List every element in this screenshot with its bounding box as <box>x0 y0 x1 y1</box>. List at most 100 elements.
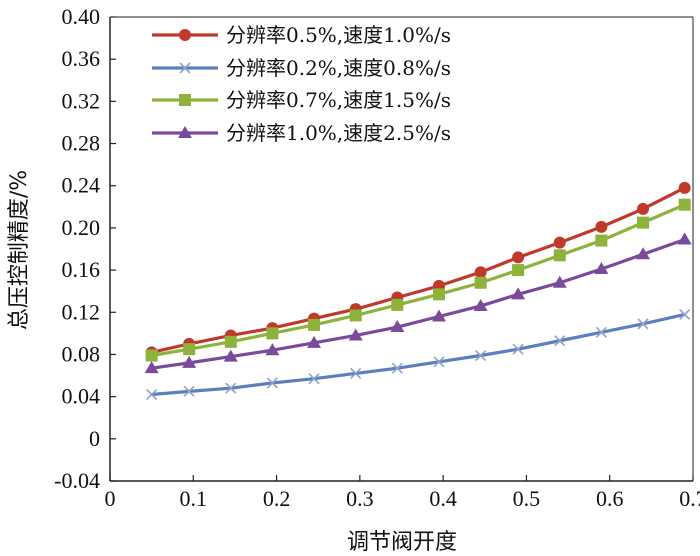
x-marker-stroke <box>350 367 362 380</box>
data-point <box>678 198 691 211</box>
data-point <box>144 361 159 374</box>
y-tick-label: 0.40 <box>62 4 101 29</box>
data-point <box>390 320 405 333</box>
series-line <box>151 186 686 354</box>
data-point <box>678 181 691 194</box>
series-line <box>151 203 686 358</box>
legend-label: 分辨率1.0%,速度2.5%/s <box>226 121 451 145</box>
data-point <box>146 388 158 401</box>
data-point <box>183 385 195 397</box>
x-marker-stroke <box>637 318 649 330</box>
x-marker-stroke <box>512 343 524 355</box>
x-marker-stroke <box>146 388 158 401</box>
series-line <box>151 238 686 370</box>
series-line <box>151 312 686 397</box>
data-point <box>431 309 446 322</box>
data-point <box>474 266 487 279</box>
data-point <box>266 377 278 389</box>
data-point <box>433 356 445 368</box>
series-3 <box>145 198 691 362</box>
data-point <box>553 236 566 249</box>
legend-label: 分辨率0.2%,速度0.8%/s <box>226 56 451 80</box>
x-marker-stroke <box>266 377 278 389</box>
legend-marker <box>178 126 192 138</box>
x-tick-label: 0.5 <box>513 486 541 511</box>
data-point <box>554 335 566 347</box>
y-tick-label: 0.16 <box>62 257 101 282</box>
y-tick-label: 0.20 <box>62 215 101 240</box>
data-point <box>636 247 651 260</box>
y-tick-label: 0.24 <box>62 173 101 198</box>
data-point <box>511 287 526 300</box>
x-marker-stroke <box>595 326 607 338</box>
data-point <box>307 335 322 348</box>
data-point <box>552 275 567 288</box>
x-marker-stroke <box>179 62 191 74</box>
data-point <box>391 298 404 311</box>
data-point <box>512 251 525 264</box>
data-point <box>308 318 321 331</box>
x-tick-label: 0.6 <box>596 486 624 511</box>
x-axis-title: 调节阀开度 <box>347 530 457 555</box>
x-tick-label: 0.7 <box>679 486 700 511</box>
series-2 <box>146 308 691 401</box>
y-tick-label: 0.32 <box>62 88 101 113</box>
data-point <box>475 349 487 362</box>
data-point <box>512 264 525 277</box>
data-point <box>474 276 487 289</box>
y-tick-label: 0.12 <box>62 299 101 324</box>
data-point <box>553 249 566 262</box>
legend-item-2: 分辨率0.2%,速度0.8%/s <box>152 56 451 80</box>
x-tick-label: 0.3 <box>346 486 374 511</box>
data-point <box>637 202 650 215</box>
legend-item-3: 分辨率0.7%,速度1.5%/s <box>152 88 451 112</box>
legend-marker <box>179 29 191 41</box>
y-tick-label: 0.36 <box>62 46 101 71</box>
data-point <box>225 382 237 394</box>
y-tick-label: 0.04 <box>62 384 101 409</box>
data-point <box>595 326 607 338</box>
data-point <box>350 367 362 380</box>
y-tick-label: -0.04 <box>54 468 100 493</box>
y-tick-label: 0.28 <box>62 131 101 156</box>
x-tick-label: 0 <box>105 486 116 511</box>
x-marker-stroke <box>183 385 195 397</box>
y-tick-label: 0.08 <box>62 341 101 366</box>
x-tick-label: 0.1 <box>180 486 208 511</box>
legend-item-4: 分辨率1.0%,速度2.5%/s <box>152 121 451 145</box>
data-point <box>265 343 280 356</box>
legend-label: 分辨率0.7%,速度1.5%/s <box>226 88 451 112</box>
legend-marker <box>179 62 191 74</box>
data-point <box>391 362 403 374</box>
data-point <box>594 262 609 275</box>
x-marker-stroke <box>475 349 487 362</box>
y-tick-label: 0 <box>89 426 100 451</box>
data-point <box>308 373 320 385</box>
data-point <box>512 343 524 355</box>
data-point <box>223 349 238 362</box>
data-point <box>183 343 196 356</box>
axes: -0.0400.040.080.120.160.200.240.280.320.… <box>54 4 700 511</box>
x-marker-stroke <box>679 308 691 320</box>
legend-marker <box>179 94 191 106</box>
data-point <box>432 288 445 301</box>
x-tick-label: 0.4 <box>429 486 457 511</box>
data-point <box>348 328 363 341</box>
y-axis-title: 总压控制精度/% <box>7 170 32 330</box>
data-point <box>349 309 362 322</box>
data-point <box>679 308 691 320</box>
data-point <box>595 234 608 247</box>
data-point <box>677 232 692 245</box>
legend: 分辨率0.5%,速度1.0%/s 分辨率0.2%,速度0.8%/s 分辨率0.7%,… <box>152 23 451 145</box>
legend-item-1: 分辨率0.5%,速度1.0%/s <box>152 23 451 47</box>
data-point <box>182 355 197 368</box>
series-layer <box>144 181 692 401</box>
x-tick-label: 0.2 <box>263 486 291 511</box>
data-point <box>473 298 488 311</box>
data-point <box>266 327 279 340</box>
x-marker-stroke <box>225 382 237 394</box>
data-point <box>595 220 608 233</box>
data-point <box>637 216 650 229</box>
x-marker-stroke <box>433 356 445 368</box>
